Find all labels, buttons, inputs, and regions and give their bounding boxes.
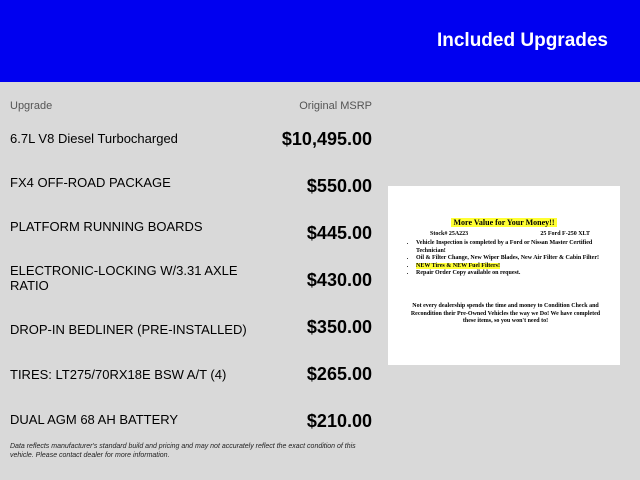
bullet-item: Repair Order Copy available on request. [416, 270, 616, 278]
document-title: More Value for Your Money!! [451, 218, 557, 227]
vehicle-name: 25 Ford F-250 XLT [540, 231, 590, 237]
upgrade-price: $350.00 [306, 317, 372, 337]
column-header-upgrade: Upgrade [10, 100, 53, 112]
upgrade-name: 6.7L V8 Diesel Turbocharged [10, 131, 178, 146]
upgrade-name: TIRES: LT275/70RX18E BSW A/T (4) [10, 367, 227, 382]
condition-check-document: More Value for Your Money!! Stock# 25A22… [388, 186, 620, 365]
upgrade-price: $445.00 [306, 223, 372, 243]
upgrade-price: $550.00 [306, 176, 372, 196]
page-title: Included Upgrades [436, 30, 608, 51]
stock-number: Stock# 25A223 [430, 231, 469, 237]
upgrade-price: $210.00 [306, 411, 372, 431]
bullet-item: Vehicle Inspection is completed by a For… [416, 240, 616, 255]
disclaimer: Data reflects manufacturer's standard bu… [10, 443, 356, 459]
document-footer: Not every dealership spends the time and… [410, 303, 601, 324]
upgrade-name: DUAL AGM 68 AH BATTERY [10, 412, 179, 427]
upgrade-name: PLATFORM RUNNING BOARDS [10, 219, 203, 234]
upgrade-name: DROP-IN BEDLINER (PRE-INSTALLED) [10, 322, 247, 337]
upgrade-price: $265.00 [306, 364, 372, 384]
bullet-item-highlighted: NEW Tires & NEW Fuel Filters! [416, 262, 500, 269]
bullet-item: Oil & Filter Change, New Wiper Blades, N… [416, 255, 616, 263]
upgrade-price: $10,495.00 [281, 129, 372, 149]
document-bullets: Vehicle Inspection is completed by a For… [408, 240, 616, 278]
upgrade-name: ELECTRONIC-LOCKING W/3.31 AXLE RATIO [10, 263, 238, 293]
upgrade-name: FX4 OFF-ROAD PACKAGE [10, 175, 171, 190]
upgrade-price: $430.00 [306, 270, 372, 290]
column-header-msrp: Original MSRP [299, 100, 372, 112]
header-banner: Included Upgrades [0, 0, 640, 82]
